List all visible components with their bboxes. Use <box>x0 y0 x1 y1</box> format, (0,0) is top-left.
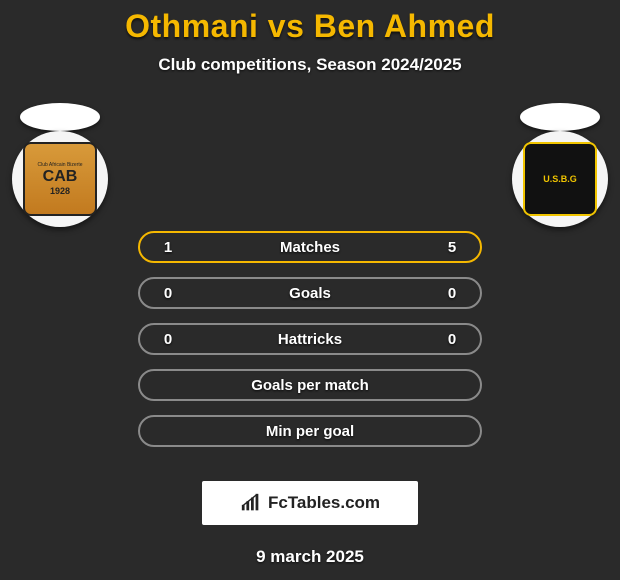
stat-value-left: 0 <box>158 285 178 302</box>
flag-left <box>20 103 100 131</box>
stat-value-left: 1 <box>158 239 178 256</box>
team-badge-left-inner: Club Africain Bizerte CAB 1928 <box>23 142 97 216</box>
stats-section: Club Africain Bizerte CAB 1928 U.S.B.G 1… <box>0 103 620 333</box>
flag-right <box>520 103 600 131</box>
stat-value-right: 5 <box>442 239 462 256</box>
watermark-text: FcTables.com <box>268 493 380 513</box>
stat-label: Min per goal <box>178 423 442 440</box>
stat-label: Matches <box>178 239 442 256</box>
comparison-card: Othmani vs Ben Ahmed Club competitions, … <box>0 0 620 567</box>
stat-value-right: 0 <box>442 285 462 302</box>
page-subtitle: Club competitions, Season 2024/2025 <box>0 55 620 75</box>
team-badge-right: U.S.B.G <box>512 131 608 227</box>
stat-row: Min per goal <box>138 415 482 447</box>
badge-row: Club Africain Bizerte CAB 1928 U.S.B.G <box>0 131 620 227</box>
stat-label: Goals <box>178 285 442 302</box>
badge-left-abbr: CAB <box>43 168 78 186</box>
flag-row <box>0 103 620 131</box>
team-badge-right-inner: U.S.B.G <box>523 142 597 216</box>
page-title: Othmani vs Ben Ahmed <box>0 8 620 45</box>
watermark: FcTables.com <box>202 481 418 525</box>
date-label: 9 march 2025 <box>0 547 620 567</box>
stat-label: Hattricks <box>178 331 442 348</box>
team-badge-left: Club Africain Bizerte CAB 1928 <box>12 131 108 227</box>
stats-list: 1Matches50Goals00Hattricks0Goals per mat… <box>138 231 482 447</box>
stat-row: 1Matches5 <box>138 231 482 263</box>
stat-row: 0Hattricks0 <box>138 323 482 355</box>
badge-right-text: U.S.B.G <box>543 174 577 184</box>
stat-row: 0Goals0 <box>138 277 482 309</box>
badge-left-year: 1928 <box>50 186 70 196</box>
stat-row: Goals per match <box>138 369 482 401</box>
stat-value-left: 0 <box>158 331 178 348</box>
stat-value-right: 0 <box>442 331 462 348</box>
stat-label: Goals per match <box>178 377 442 394</box>
chart-icon <box>240 493 262 513</box>
